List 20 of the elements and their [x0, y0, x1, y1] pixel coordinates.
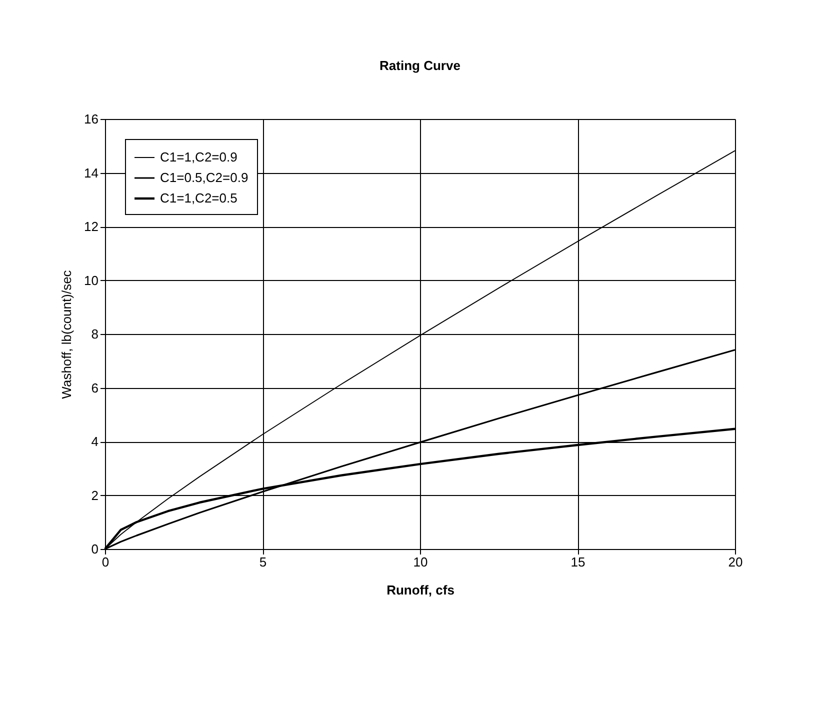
legend-label: C1=1,C2=0.5 [160, 190, 238, 206]
y-tick-label: 2 [91, 488, 98, 503]
y-tick-label: 8 [91, 326, 98, 342]
legend-label: C1=0.5,C2=0.9 [160, 170, 248, 185]
x-axis-title: Runoff, cfs [386, 582, 454, 598]
x-tick-label: 0 [102, 554, 110, 570]
y-axis-title: Washoff, lb(count)/sec [59, 270, 74, 399]
x-tick-label: 20 [728, 554, 743, 570]
chart-title: Rating Curve [380, 58, 460, 73]
x-tick-label: 15 [570, 554, 586, 570]
x-tick-label: 5 [259, 554, 267, 570]
y-tick-label: 14 [84, 165, 98, 180]
y-tick-label: 0 [91, 542, 98, 556]
y-tick-label: 12 [84, 219, 98, 234]
y-tick-label: 4 [91, 434, 98, 449]
y-tick-label: 10 [84, 272, 98, 288]
y-tick-label: 6 [91, 380, 98, 396]
legend-label: C1=1,C2=0.9 [160, 150, 238, 164]
y-tick-label: 16 [84, 112, 98, 126]
x-tick-label: 10 [413, 554, 428, 570]
